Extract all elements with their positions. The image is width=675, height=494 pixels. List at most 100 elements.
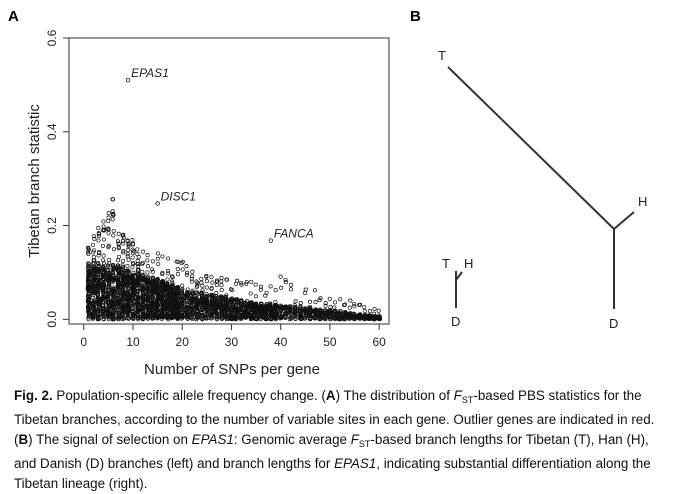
- gene-point: [121, 241, 126, 246]
- gene-point: [95, 280, 100, 285]
- gene-point: [101, 303, 106, 308]
- gene-point: [106, 227, 111, 233]
- gene-point: [135, 247, 140, 252]
- gene-point: [130, 255, 135, 260]
- gene-point: [100, 289, 105, 294]
- caption-text: , indicating substantial differentiation…: [14, 456, 651, 491]
- gene-point: [292, 303, 297, 308]
- caption-panel-b: B: [18, 432, 29, 447]
- y-tick-label: 0.6: [45, 29, 59, 46]
- gene-point: [130, 291, 135, 296]
- gene-point: [91, 254, 96, 260]
- gene-point: [160, 285, 165, 290]
- gene-point: [136, 261, 141, 266]
- gene-point: [204, 279, 209, 284]
- gene-point: [169, 274, 175, 279]
- gene-point: [204, 274, 209, 279]
- gene-point: [288, 315, 293, 320]
- gene-point: [185, 287, 190, 292]
- gene-point: [126, 243, 131, 249]
- gene-point: [86, 270, 91, 275]
- scatter-plot: 0 10 20 30 40 50 60 0.0 0.2 0.4 0.6 EPAS1 DISC1 FANC…: [26, 29, 390, 378]
- gene-point: [263, 304, 268, 309]
- gene-point: [223, 312, 228, 317]
- gene-point: [174, 295, 179, 300]
- gene-point: [160, 254, 165, 259]
- gene-point: [209, 308, 214, 313]
- x-tick-label: 10: [126, 335, 140, 349]
- gene-point: [165, 283, 170, 288]
- gene-point: [125, 274, 130, 279]
- gene-point: [146, 288, 151, 293]
- gene-point: [303, 312, 308, 317]
- gene-point: [91, 309, 96, 314]
- gene-point: [126, 257, 131, 262]
- gene-point: [338, 297, 343, 302]
- plot-frame: [68, 37, 390, 325]
- x-tick-label: 40: [274, 335, 288, 349]
- gene-point: [287, 311, 292, 316]
- gene-point: [190, 299, 195, 304]
- gene-point: [307, 299, 313, 304]
- gene-point: [179, 316, 184, 321]
- gene-point: [239, 304, 244, 309]
- gene-point: [115, 265, 120, 270]
- gene-point: [151, 295, 156, 300]
- gene-point: [136, 254, 141, 259]
- gene-point: [303, 310, 308, 315]
- gene-point: [140, 284, 145, 290]
- gene-point: [185, 311, 190, 316]
- gene-point: [145, 297, 150, 302]
- gene-point: [106, 273, 111, 278]
- branch-h-left: [455, 271, 463, 281]
- gene-point: [96, 304, 101, 309]
- gene-point: [230, 301, 235, 306]
- gene-point: [100, 243, 105, 248]
- gene-point: [228, 287, 234, 292]
- gene-point: [199, 292, 204, 297]
- gene-point: [125, 292, 130, 297]
- gene-point: [165, 277, 170, 282]
- gene-point: [367, 313, 373, 318]
- gene-point: [362, 304, 367, 310]
- gene-point: [254, 308, 259, 313]
- gene-point: [273, 288, 278, 293]
- gene-point: [101, 228, 106, 233]
- gene-point: [292, 305, 297, 310]
- gene-point: [210, 298, 215, 303]
- gene-point: [121, 278, 126, 283]
- gene-point: [145, 270, 150, 275]
- gene-point: [170, 283, 175, 288]
- gene-point: [116, 280, 121, 285]
- gene-point: [90, 301, 96, 306]
- gene-point: [96, 269, 101, 274]
- gene-point: [228, 302, 234, 307]
- gene-point: [106, 226, 111, 231]
- gene-point: [140, 303, 145, 308]
- axes: 0 10 20 30 40 50 60 0.0 0.2 0.4 0.6: [45, 29, 386, 349]
- gene-point: [155, 286, 160, 291]
- gene-point: [111, 317, 116, 322]
- gene-point: [302, 306, 308, 311]
- gene-point: [249, 316, 254, 321]
- gene-point: [102, 227, 107, 232]
- gene-point: [166, 289, 171, 294]
- gene-point: [299, 313, 304, 318]
- panel-b-label: B: [410, 8, 421, 25]
- gene-point: [145, 293, 151, 298]
- gene-point: [361, 315, 366, 320]
- outlier-label: DISC1: [161, 190, 196, 204]
- gene-point: [185, 302, 190, 308]
- caption-fst-subscript: ST: [461, 395, 474, 405]
- caption-text: -based branch lengths for Tibetan (T), H…: [14, 432, 649, 471]
- gene-point: [120, 233, 125, 238]
- tree-label-d-left: D: [451, 314, 460, 329]
- gene-point: [328, 305, 333, 310]
- gene-point: [116, 300, 121, 305]
- gene-point: [116, 305, 121, 310]
- gene-point: [111, 315, 116, 320]
- gene-point: [101, 294, 106, 299]
- gene-point: [352, 315, 357, 320]
- gene-point: [130, 260, 135, 266]
- gene-point: [180, 315, 185, 320]
